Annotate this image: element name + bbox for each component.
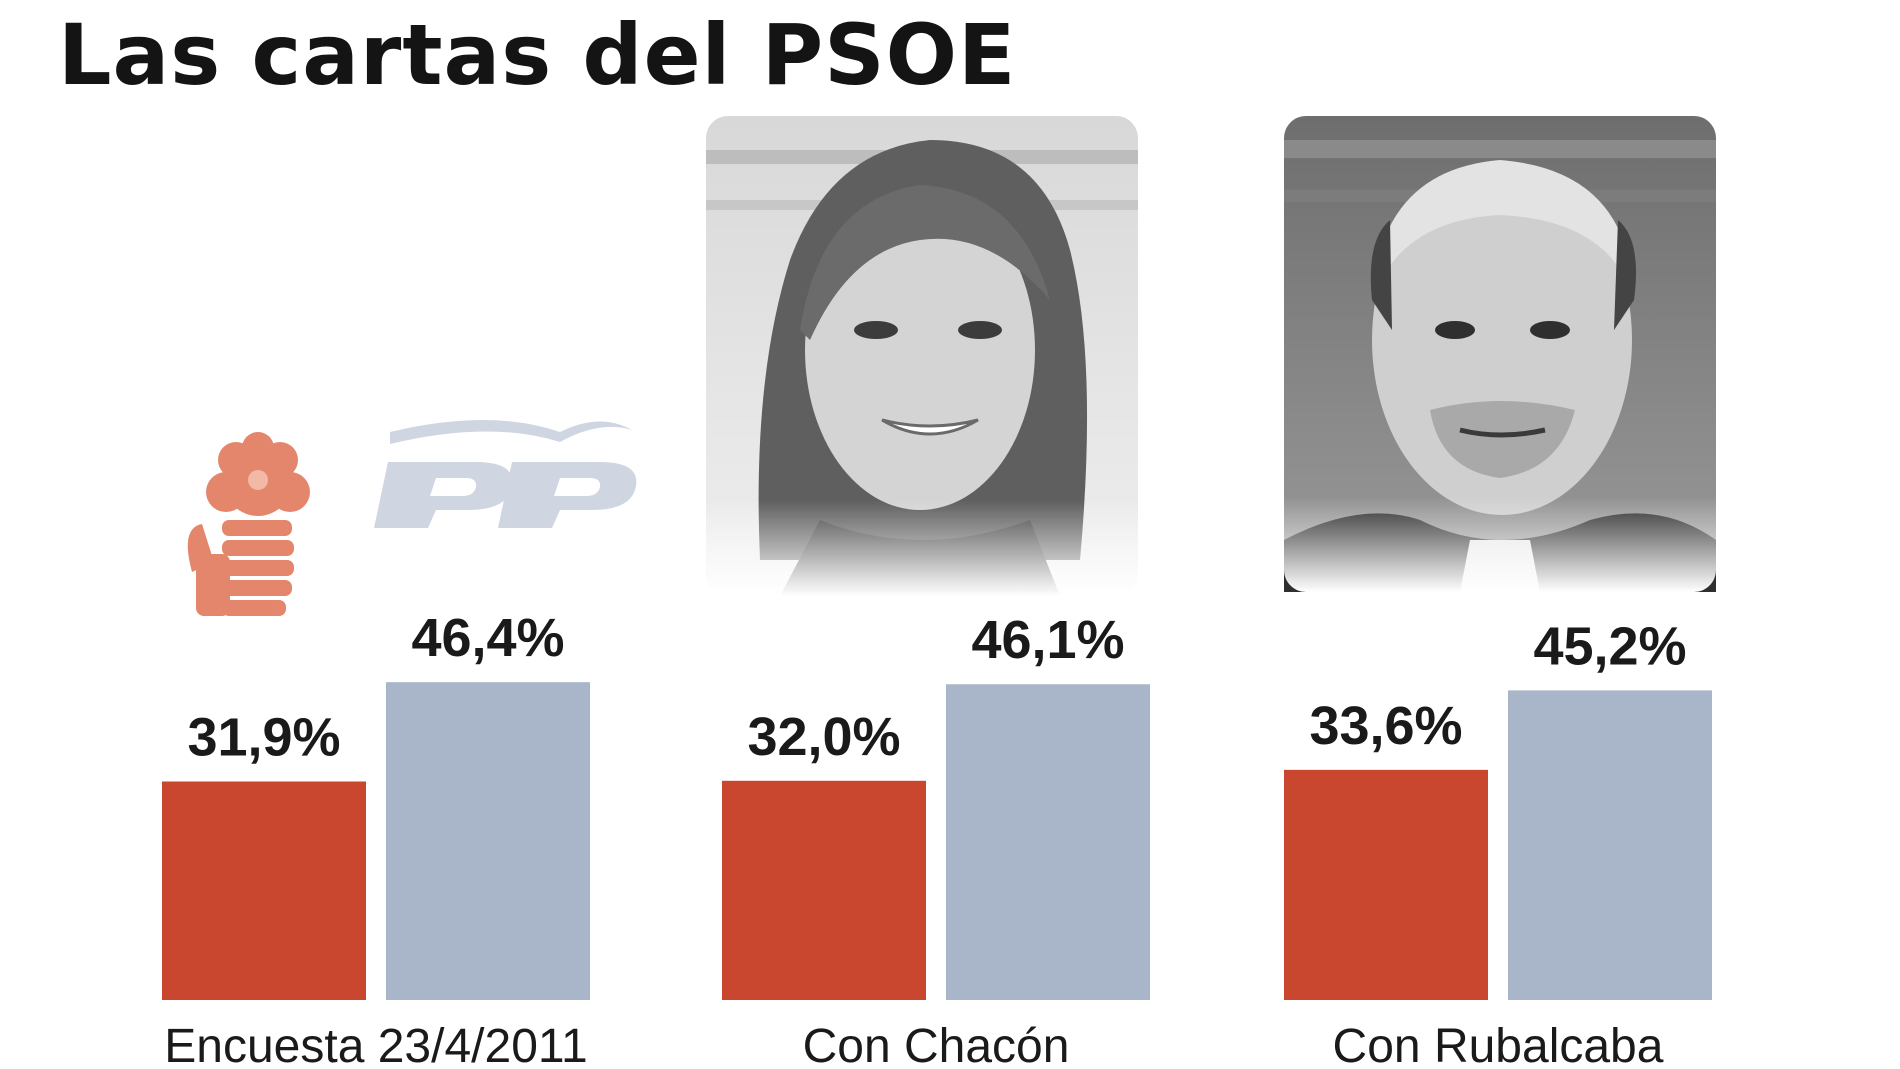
value-labels-group: 31,9% 46,4% 32,0% 46,1% 33,6% 45,2%: [187, 608, 1686, 767]
category-label-0: Encuesta 23/4/2011: [164, 1020, 587, 1069]
pp-logo-icon: [374, 420, 637, 528]
category-labels-group: Encuesta 23/4/2011 Con Chacón Con Rubalcab…: [164, 1020, 1663, 1069]
value-label-psoe-2: 33,6%: [1309, 696, 1462, 756]
category-label-1: Con Chacón: [803, 1020, 1070, 1069]
bar-psoe-0: [162, 781, 366, 1000]
psoe-logo-icon: [187, 432, 310, 616]
bar-pp-1: [946, 684, 1150, 1000]
bar-pp-0: [386, 682, 590, 1000]
rubalcaba-photo-icon: [1284, 116, 1716, 592]
bar-psoe-2: [1284, 769, 1488, 1000]
chart-title: Las cartas del PSOE: [58, 6, 1017, 104]
value-label-pp-2: 45,2%: [1533, 616, 1686, 676]
value-label-psoe-0: 31,9%: [187, 707, 340, 767]
category-label-2: Con Rubalcaba: [1333, 1020, 1664, 1069]
bars-group: [162, 682, 1712, 1000]
bar-pp-2: [1508, 690, 1712, 1000]
chacon-photo-icon: [706, 116, 1138, 596]
value-label-pp-0: 46,4%: [411, 608, 564, 668]
bar-psoe-1: [722, 780, 926, 1000]
value-label-pp-1: 46,1%: [971, 610, 1124, 670]
value-label-psoe-1: 32,0%: [747, 707, 900, 767]
